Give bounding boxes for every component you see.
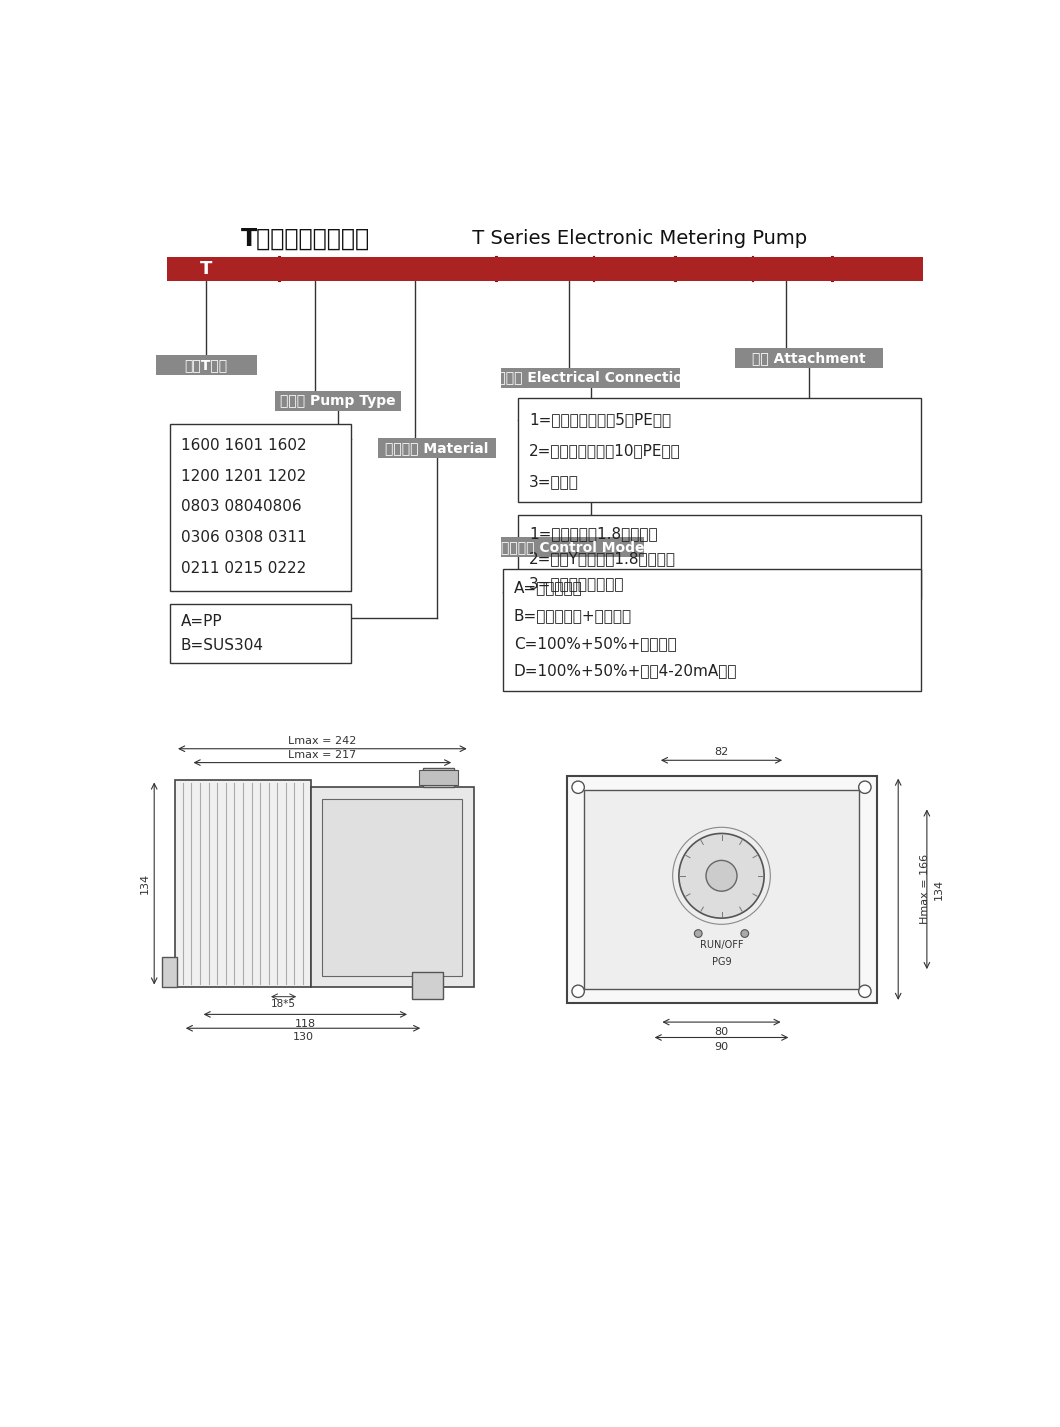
Text: 2=底阀，注射阀，10米PE软管: 2=底阀，注射阀，10米PE软管 [529,444,681,458]
Bar [378,438,496,458]
Bar [175,779,311,987]
Bar [311,788,474,987]
Text: 1=底阀，注射阀，5米PE软管: 1=底阀，注射阀，5米PE软管 [529,412,671,428]
Text: Hmax = 166: Hmax = 166 [920,855,931,925]
Text: 电气连接 Electrical Connection: 电气连接 Electrical Connection [489,371,692,385]
Text: 90: 90 [714,1043,728,1053]
Text: 2=绝缘Y型端子，1.8米电源线: 2=绝缘Y型端子，1.8米电源线 [529,551,676,567]
Text: PG9: PG9 [711,958,731,968]
Text: 控制类型 Control Mode: 控制类型 Control Mode [501,539,644,554]
Circle shape [741,929,748,938]
Bar [502,568,921,691]
Text: 1=标准插头，1.8米电源线: 1=标准插头，1.8米电源线 [529,525,658,541]
Bar [170,424,351,591]
Text: 80: 80 [714,1027,728,1037]
Text: 过流材质 Material: 过流材质 Material [386,441,489,455]
Text: 134: 134 [140,873,149,895]
Text: Lmax = 242: Lmax = 242 [288,736,356,746]
Text: 0211 0215 0222: 0211 0215 0222 [180,561,305,577]
Bar [518,515,921,599]
Text: 1600 1601 1602: 1600 1601 1602 [180,438,306,452]
Text: A=基本控制型: A=基本控制型 [514,581,583,595]
Circle shape [678,833,764,918]
Bar [162,956,177,987]
Text: T Series Electronic Metering Pump: T Series Electronic Metering Pump [465,230,807,248]
Text: 泵类型 Pump Type: 泵类型 Pump Type [280,394,395,408]
Text: B=基本控制型+远程启停: B=基本控制型+远程启停 [514,608,632,624]
Bar [411,972,442,999]
Text: T系列电磁式计量泵: T系列电磁式计量泵 [241,227,370,251]
Text: T: T [200,260,212,278]
Circle shape [572,781,584,793]
Bar [735,348,883,368]
Circle shape [859,781,871,793]
Text: 3=无附件: 3=无附件 [529,474,579,489]
Bar [170,604,351,662]
Text: 1200 1201 1202: 1200 1201 1202 [180,468,305,484]
Bar [423,768,454,788]
Text: RUN/OFF: RUN/OFF [700,940,743,950]
Bar [518,398,921,502]
Bar [156,355,257,375]
Circle shape [859,985,871,997]
Text: Lmax = 217: Lmax = 217 [288,751,356,761]
Text: D=100%+50%+模拟4-20mA信号: D=100%+50%+模拟4-20mA信号 [514,664,738,679]
Circle shape [572,985,584,997]
Text: 134: 134 [934,879,943,900]
Text: 0306 0308 0311: 0306 0308 0311 [180,531,306,545]
Bar [584,789,860,989]
Text: 附件 Attachment: 附件 Attachment [753,351,866,365]
Text: 130: 130 [293,1033,314,1043]
Text: 3=其他定制规格长度: 3=其他定制规格长度 [529,577,624,592]
Text: 118: 118 [295,1019,316,1029]
Circle shape [694,929,702,938]
Text: 82: 82 [714,746,728,756]
Bar [276,391,401,411]
Text: C=100%+50%+脉冲信号: C=100%+50%+脉冲信号 [514,636,676,651]
Bar [167,257,923,281]
Text: A=PP: A=PP [180,614,223,629]
Bar [501,537,644,557]
Text: B=SUS304: B=SUS304 [180,638,264,654]
Bar [501,368,679,388]
Text: 18*5: 18*5 [271,999,296,1009]
Bar [322,799,462,976]
Text: 0803 08040806: 0803 08040806 [180,499,301,515]
Bar [420,771,458,785]
Text: 产品T系列: 产品T系列 [184,358,228,372]
Bar [566,776,877,1003]
Circle shape [706,860,737,892]
